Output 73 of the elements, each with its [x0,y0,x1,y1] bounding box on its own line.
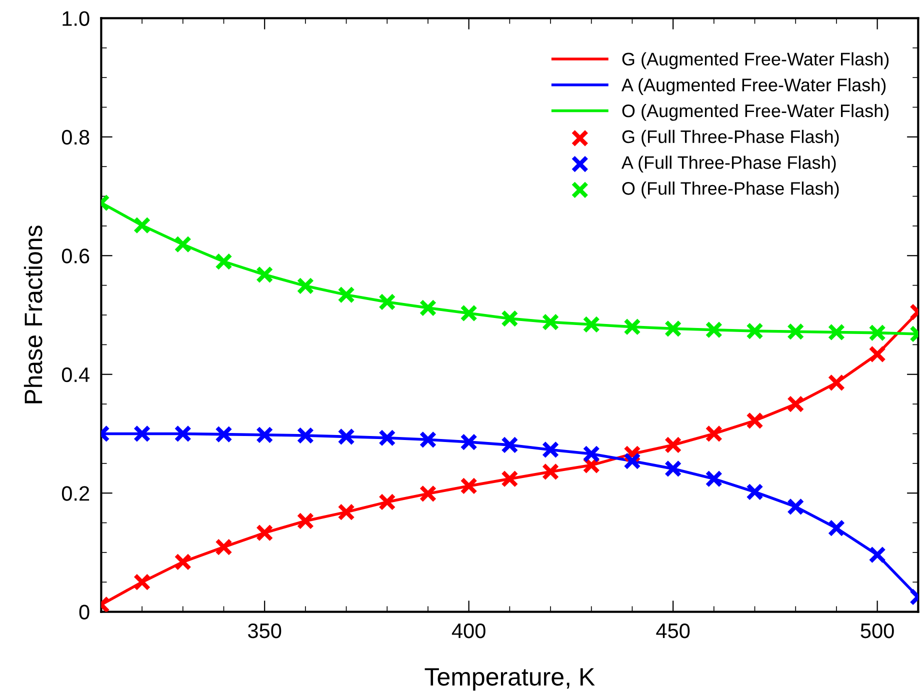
point [419,485,437,502]
point [296,277,314,295]
point [174,236,192,254]
point [256,266,274,284]
point [501,470,518,488]
legend-label: G (Augmented Free-Water Flash) [622,52,889,70]
point [460,304,478,322]
point [133,425,151,442]
point [868,324,886,342]
point [296,426,314,444]
point [460,433,478,451]
y-tick-label: 0.6 [62,248,90,264]
point [378,293,396,311]
point [215,426,232,443]
legend-label: G (Full Three-Phase Flash) [622,130,839,147]
point [215,538,232,556]
point [501,436,518,454]
point [746,322,764,340]
point [133,216,151,234]
point [582,445,600,463]
point [378,429,396,447]
point [705,470,723,488]
point [828,324,846,341]
y-tick-label: 1.0 [62,11,90,26]
x-tick-label: 450 [656,623,690,638]
point [501,310,518,328]
point [828,374,846,392]
point [786,498,804,516]
legend-label: O (Full Three-Phase Flash) [622,182,839,198]
point [786,395,804,413]
point [828,519,846,537]
point [133,573,151,591]
y-tick-label: 0 [79,604,90,620]
point [664,460,682,478]
point [542,313,560,331]
point [419,430,437,448]
point [542,441,560,458]
point [256,426,274,444]
point [624,452,641,470]
point [256,524,274,542]
legend-label: A (Full Three-Phase Flash) [621,156,836,173]
point [705,321,723,339]
point [174,425,192,442]
x-tick-label: 500 [860,623,894,638]
point [419,299,437,317]
point [338,286,355,304]
y-tick-label: 0.2 [62,486,90,501]
point [746,412,764,430]
point [705,425,723,442]
point [746,483,764,501]
point [296,512,314,530]
point [338,428,355,446]
point [664,436,682,454]
point [786,322,804,340]
point [868,546,886,564]
y-axis-title: Phase Fractions [24,226,42,404]
legend-label: O (Augmented Free-Water Flash) [622,104,889,121]
point [664,320,682,338]
x-axis-title: Temperature, K [424,668,595,691]
y-tick-label: 0.4 [62,367,90,382]
x-tick-label: 400 [452,623,486,638]
point [215,252,232,270]
point [582,316,600,334]
point [378,493,396,511]
point [460,477,478,495]
point [624,318,641,336]
point [868,346,886,363]
x-tick-label: 350 [248,623,282,638]
point [174,553,192,571]
point [542,463,560,480]
legend-label: A (Augmented Free-Water Flash) [621,78,886,95]
y-tick-label: 0.8 [62,130,90,145]
point [338,503,355,521]
